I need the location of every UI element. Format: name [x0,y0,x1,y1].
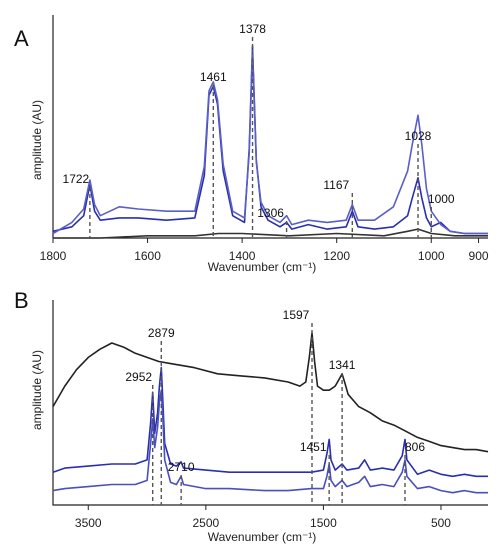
panel-b-peak-label: 1451 [300,440,327,454]
panel-a-x-tick-label: 1400 [229,249,256,263]
panel-a-x-tick-label: 1600 [134,249,161,263]
panel-b-y-axis-label: amplitude (AU) [30,350,44,430]
panel-b-peak-label: 2952 [125,370,152,384]
panel-b-letter: B [14,288,29,313]
panel-b: B amplitude (AU) Wavenumber (cm⁻¹) 3500 2… [14,288,489,544]
panel-a-series-line-3 [53,228,488,239]
panel-a-series-line-2 [52,49,488,235]
panel-b-x-axis-label: Wavenumber (cm⁻¹) [208,530,317,544]
panel-b-x-tick-label: 3500 [75,516,102,530]
panel-b-x-tick-label: 2500 [192,516,219,530]
panel-a: A amplitude (AU) Wavenumber (cm⁻¹) 1800 1… [14,15,489,274]
panel-a-peak-label: 1167 [323,178,349,192]
panel-a-x-tick-label: 1800 [40,249,67,263]
panel-b-peak-label: 2879 [148,326,175,340]
panel-b-peak-label: 1341 [329,358,356,372]
panel-b-peak-label: 806 [405,440,425,454]
panel-b-axes [52,300,488,506]
panel-a-peak-label: 1378 [239,22,266,36]
panel-a-x-tick-label: 1200 [323,249,350,263]
panel-b-series-line-1 [52,332,489,453]
panel-a-peak-label: 1722 [63,172,90,186]
panel-a-peak-label: 1028 [405,129,432,143]
panel-a-peak-label: 1306 [257,206,284,220]
panel-b-x-tick-label: 500 [431,516,451,530]
panel-a-peak-label: 1461 [200,70,227,84]
panel-a-y-axis-label: amplitude (AU) [30,100,44,180]
panel-a-letter: A [14,26,29,51]
panel-b-peak-label: 1597 [283,308,310,322]
panel-b-peak-label: 2710 [168,460,195,474]
panel-a-x-axis-label: Wavenumber (cm⁻¹) [208,260,317,274]
panel-b-series-line-2 [52,366,488,478]
panel-b-x-tick-label: 1500 [310,516,337,530]
panel-a-x-tick-label: 900 [469,249,489,263]
panel-a-x-tick-label: 1000 [418,249,445,263]
panel-a-peak-label: 1000 [428,192,455,206]
